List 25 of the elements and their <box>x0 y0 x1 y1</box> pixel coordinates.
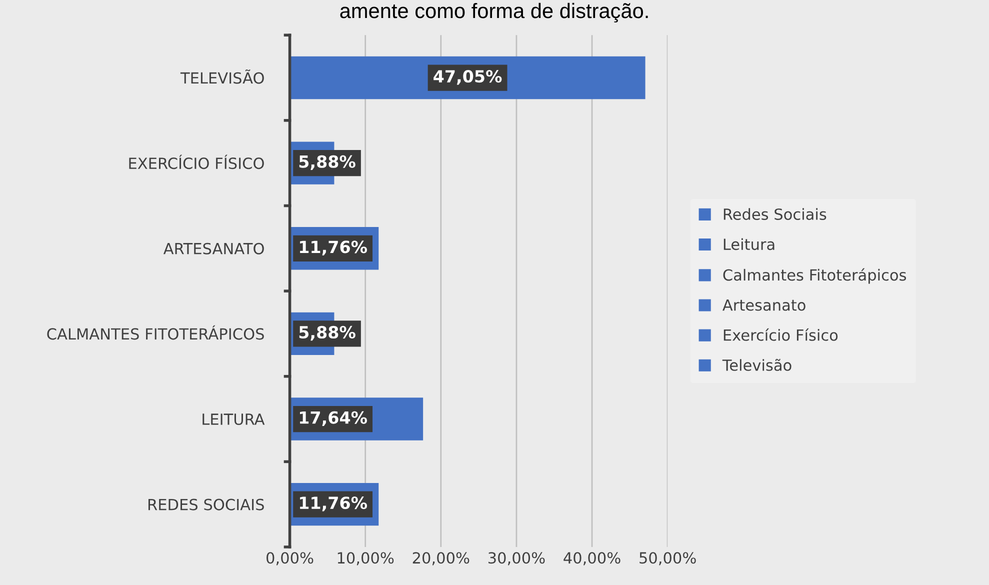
x-tick-label: 50,00% <box>640 552 696 566</box>
x-tick-label: 10,00% <box>338 552 394 566</box>
chart-title: amente como forma de distração. <box>340 2 648 22</box>
legend-label: Artesanato <box>722 299 806 311</box>
x-tick-label: 20,00% <box>412 552 470 566</box>
data-label: 5,88% <box>299 326 356 341</box>
legend-label: Calmantes Fitoterápicos <box>723 268 906 284</box>
y-tick-label: REDES SOCIAIS <box>148 498 264 510</box>
x-tick-label: 0,00% <box>266 552 314 566</box>
data-label: 11,76% <box>300 496 367 512</box>
legend-label: Redes Sociais <box>724 208 826 220</box>
y-tick-label: CALMANTES FITOTERÁPICOS <box>47 325 264 340</box>
data-label: 47,05% <box>434 70 502 85</box>
data-label: 5,88% <box>299 155 356 170</box>
y-tick-label: LEITURA <box>202 414 265 426</box>
y-tick-label: TELEVISÃO <box>180 70 264 84</box>
y-tick-label: ARTESANATO <box>163 242 264 254</box>
y-tick-label: EXERCÍCIO FÍSICO <box>129 154 264 170</box>
legend-label: Exercício Físico <box>724 328 838 341</box>
data-label: 11,76% <box>300 240 367 256</box>
data-label: 17,64% <box>300 411 367 426</box>
legend-label: Televisão <box>722 358 792 371</box>
x-tick-label: 30,00% <box>488 552 545 566</box>
x-tick-label: 40,00% <box>564 552 620 566</box>
legend-label: Leitura <box>724 238 774 250</box>
